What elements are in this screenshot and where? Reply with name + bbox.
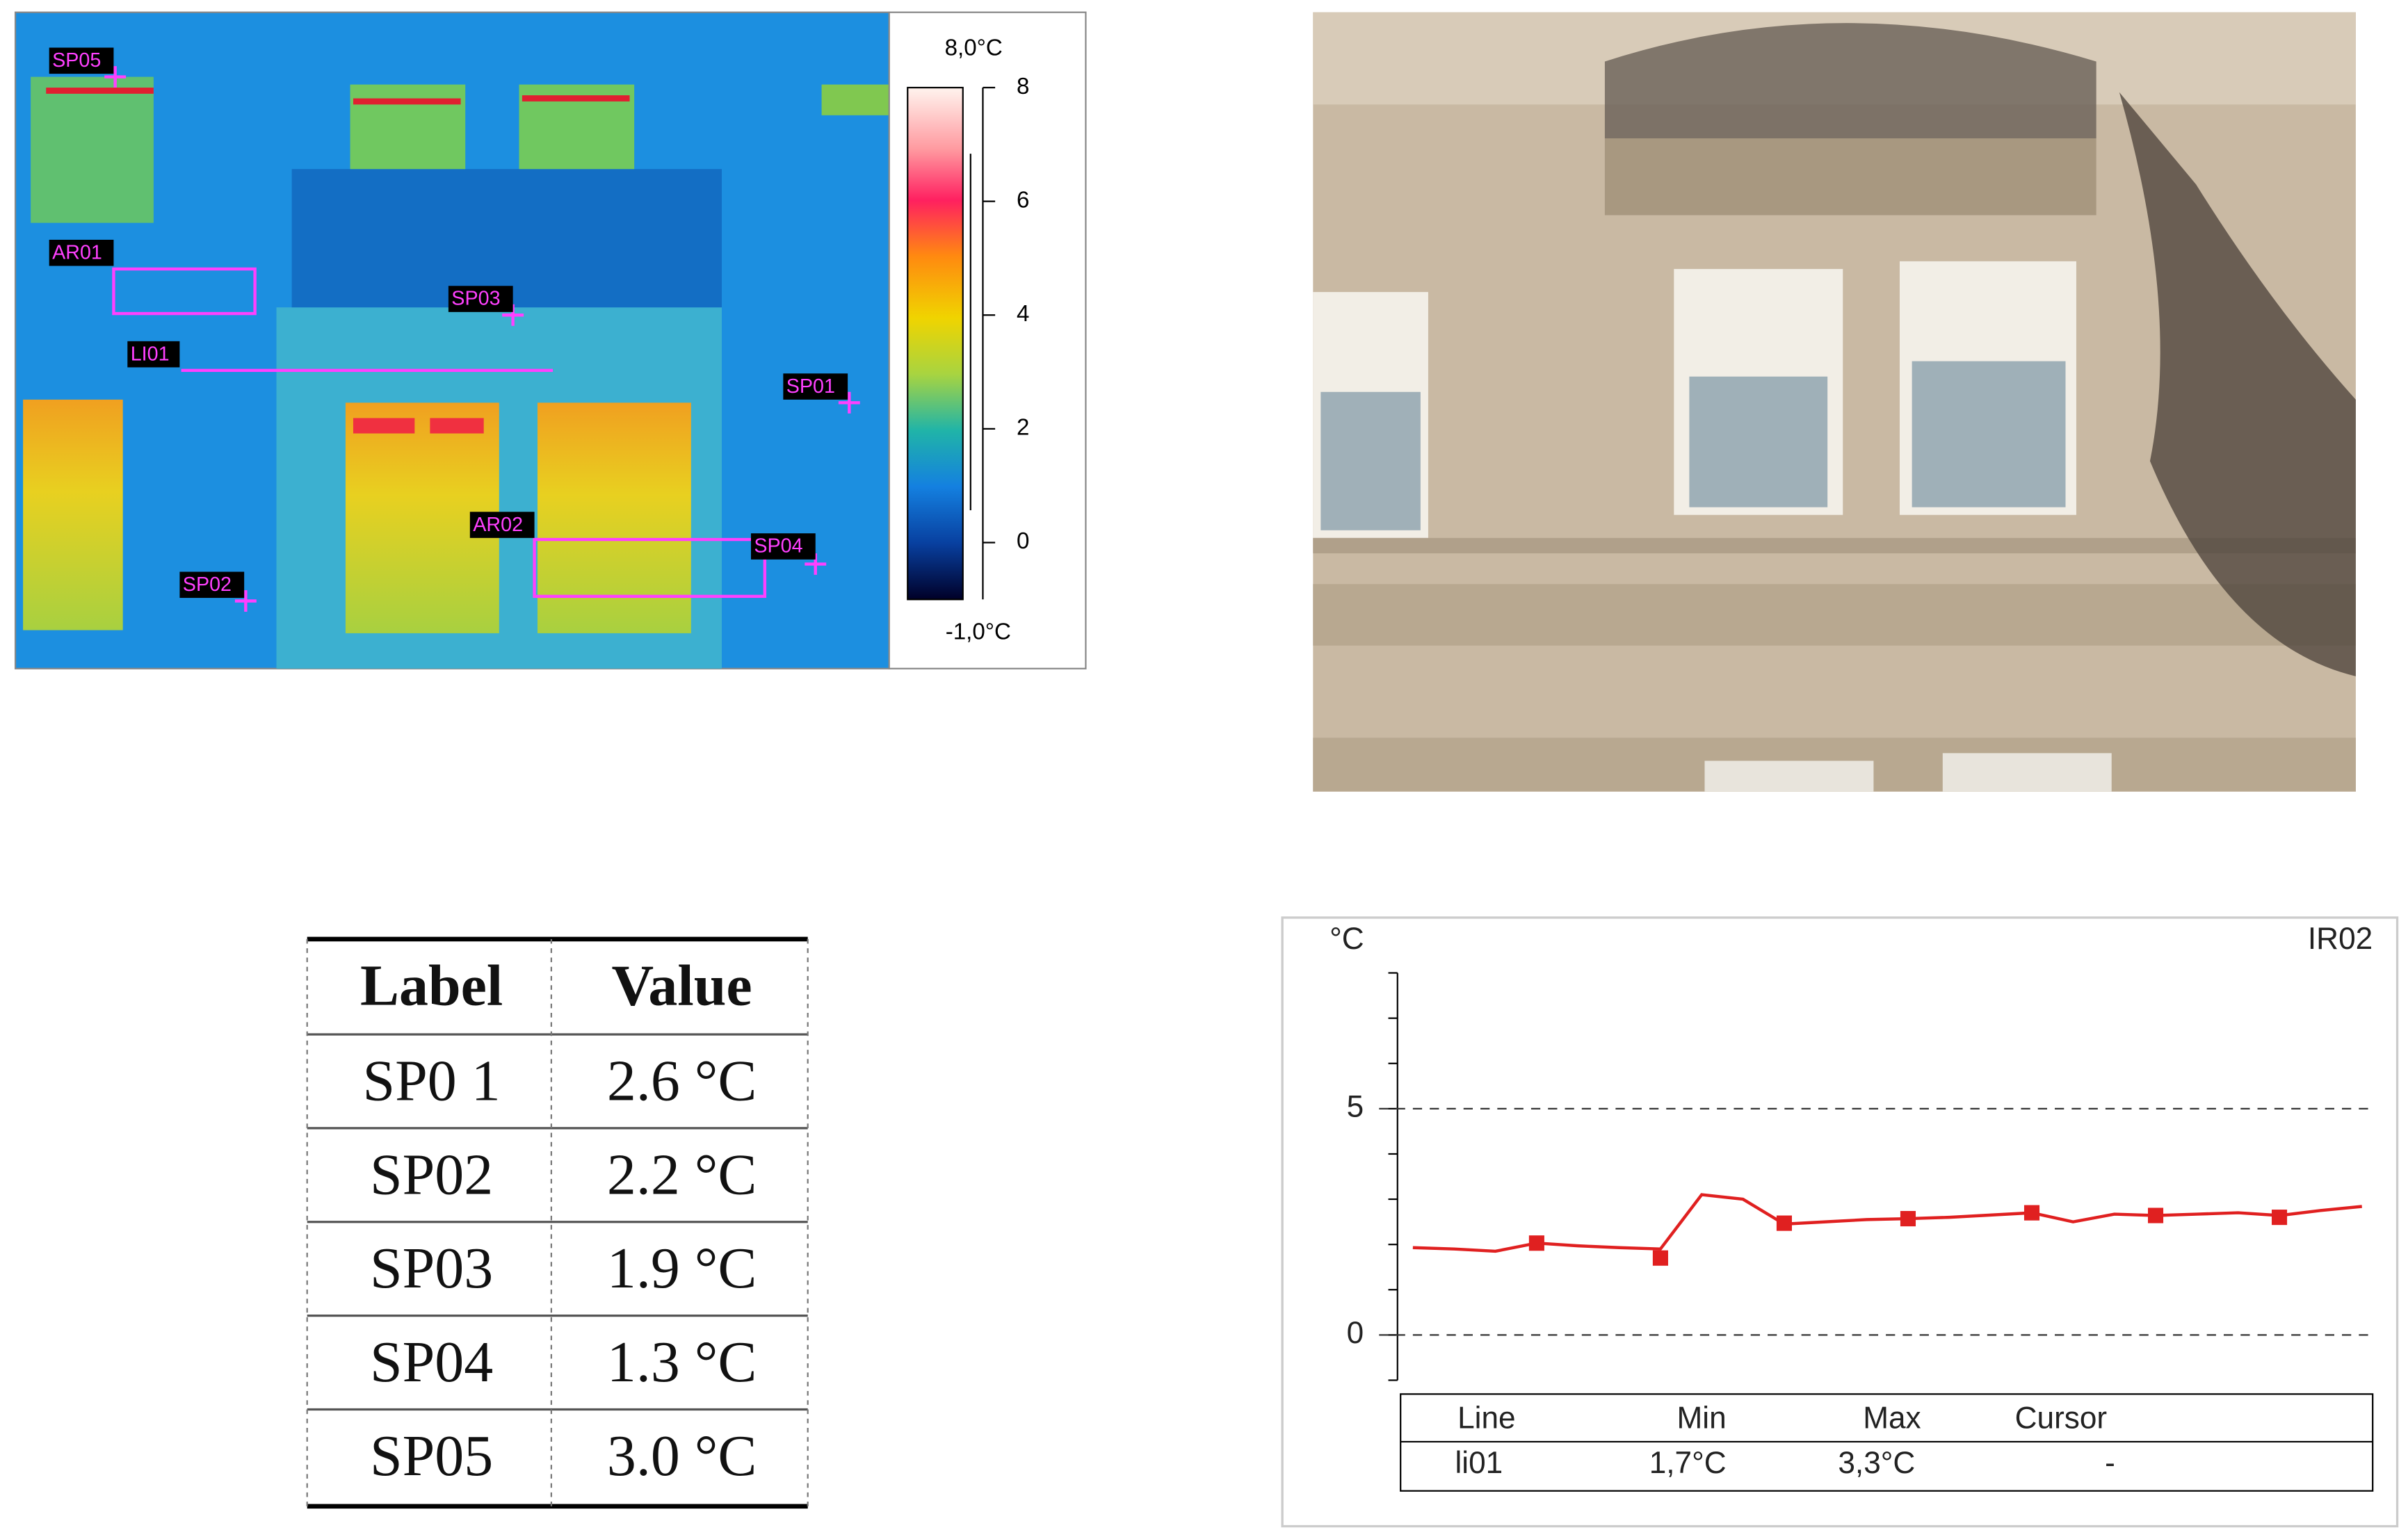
colorbar-tick-label: 2 — [1017, 415, 1029, 441]
marker — [1528, 1235, 1544, 1251]
y-tick-label: 0 — [1347, 1316, 1364, 1350]
stats-cell: 1,7°C — [1649, 1446, 1727, 1480]
colorbar-min: -1,0°C — [946, 619, 1011, 645]
annotation: SP03 — [451, 288, 500, 310]
marker — [1652, 1250, 1668, 1266]
colorbar-tick-label: 0 — [1017, 528, 1029, 554]
colorbar-tick-label: 6 — [1017, 187, 1029, 213]
annotation: SP02 — [183, 574, 232, 596]
stats-header: Line — [1457, 1401, 1516, 1436]
colorbar-max: 8,0°C — [945, 35, 1003, 60]
table-cell: SP05 — [370, 1424, 493, 1488]
y-unit: °C — [1330, 922, 1364, 956]
stats-cell: li01 — [1455, 1446, 1503, 1480]
colorbar-tick-label: 8 — [1017, 74, 1029, 99]
marker — [1900, 1211, 1916, 1227]
table-cell: SP03 — [370, 1236, 493, 1301]
table-cell: 3.0 °C — [607, 1424, 757, 1488]
stats-cell: 3,3°C — [1838, 1446, 1915, 1480]
table-cell: SP02 — [370, 1142, 493, 1207]
annotation: SP04 — [754, 535, 802, 558]
marker — [2023, 1205, 2040, 1221]
table-cell: SP04 — [370, 1330, 493, 1394]
table-cell: SP0 1 — [362, 1048, 500, 1113]
value-table: Label Value SP0 1 2.6 °C SP02 2.2 °C SP0… — [306, 936, 809, 1509]
table-header: Value — [612, 953, 752, 1018]
annotation: SP05 — [52, 49, 101, 72]
annotation: AR02 — [473, 514, 523, 536]
y-tick-label: 5 — [1347, 1090, 1364, 1124]
stats-header: Min — [1676, 1401, 1726, 1436]
thermal-image: SP05 AR01 SP03 LI01 SP01 AR02 SP04 SP02 — [14, 11, 890, 669]
stats-header: Max — [1863, 1401, 1921, 1436]
annotation: LI01 — [131, 343, 170, 365]
annotation: SP01 — [786, 375, 835, 398]
table-cell: 2.2 °C — [607, 1142, 757, 1207]
data-line — [1412, 1193, 2362, 1253]
marker — [1776, 1215, 1792, 1231]
table-cell: 1.3 °C — [607, 1330, 757, 1394]
colorbar-tick-label: 4 — [1017, 301, 1029, 327]
line-chart: °C IR02 Line Min Max Cursor li01 1,7°C 3… — [1281, 916, 2399, 1528]
marker — [2147, 1207, 2164, 1223]
table-cell: 1.9 °C — [607, 1236, 757, 1301]
stats-cell: - — [2105, 1446, 2115, 1480]
photo — [1313, 12, 2356, 792]
table-header: Label — [360, 953, 503, 1018]
marker — [2272, 1210, 2288, 1226]
annotation: AR01 — [52, 241, 102, 263]
colorbar: 8,0°C -1,0°C 0 2 4 6 8 — [888, 11, 1087, 669]
table-cell: 2.6 °C — [607, 1048, 757, 1113]
chart-title: IR02 — [2308, 922, 2373, 956]
stats-header: Cursor — [2015, 1401, 2108, 1436]
